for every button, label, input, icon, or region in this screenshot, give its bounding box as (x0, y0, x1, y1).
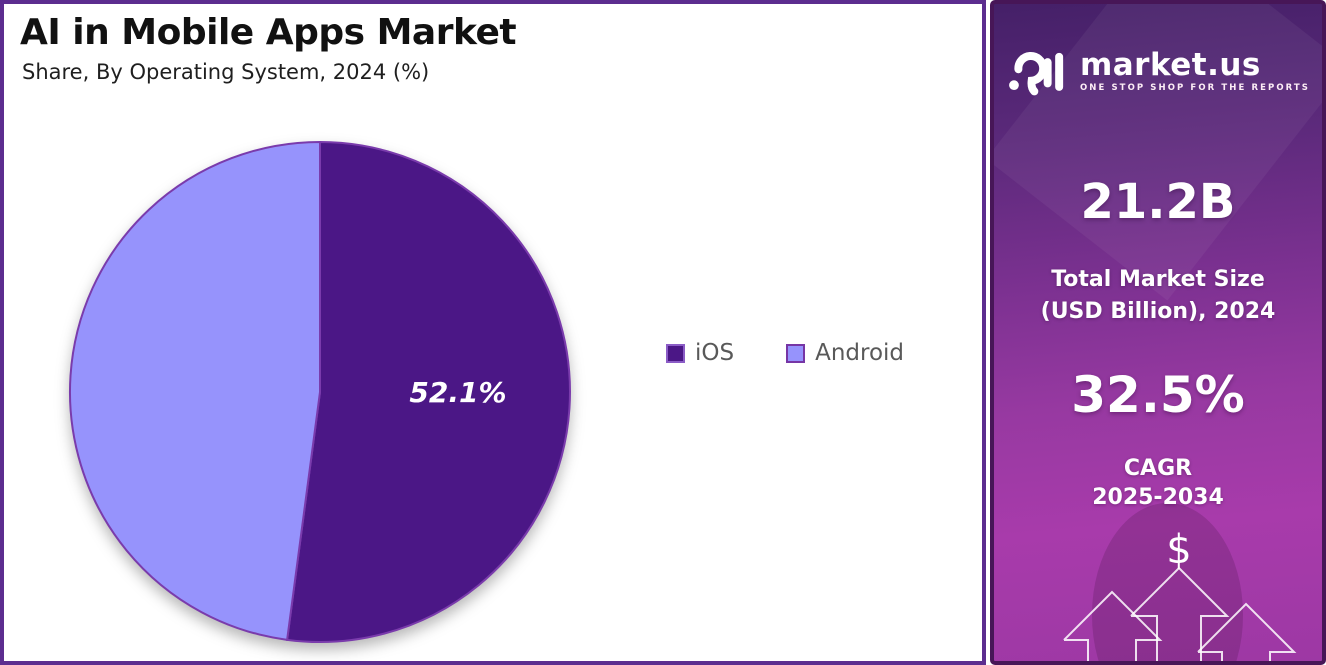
growth-arrows-art: $ (1063, 527, 1297, 661)
pie-slices (69, 140, 571, 643)
brand-sidebar: market.us ONE STOP SHOP FOR THE REPORTS … (990, 0, 1326, 665)
legend-label-android: Android (815, 340, 905, 366)
logo-texts: market.us ONE STOP SHOP FOR THE REPORTS (1080, 49, 1310, 93)
legend-item-ios: iOS (666, 340, 734, 366)
pie-chart: 52.1% (60, 132, 580, 652)
market-size-value: 21.2B (1080, 174, 1236, 230)
cagr-value: 32.5% (1071, 366, 1245, 424)
market-us-logo-icon (1009, 52, 1064, 96)
up-arrow-icon (1197, 602, 1297, 661)
legend-label-ios: iOS (695, 340, 735, 366)
chart-panel: AI in Mobile Apps Market Share, By Opera… (0, 0, 986, 665)
logo-wordmark: market.us (1079, 47, 1261, 83)
brand-logo: market.us ONE STOP SHOP FOR THE REPORTS (994, 42, 1322, 100)
legend-item-android: Android (786, 340, 904, 366)
pie-slice-android (69, 140, 321, 641)
up-arrow-icon (1063, 590, 1163, 661)
pie-legend: iOS Android (666, 340, 904, 366)
logo-dot (1009, 80, 1019, 91)
cagr-label-line2: 2025-2034 (1092, 485, 1224, 510)
cagr-label-line1: CAGR (1123, 456, 1193, 481)
pie-slice-data-label: 52.1% (409, 376, 506, 409)
pie-chart-svg: 52.1% (69, 140, 571, 643)
pie-slice-ios (285, 140, 571, 643)
market-size-label: Total Market Size (USD Billion), 2024 (994, 264, 1322, 328)
sidebar-content: market.us ONE STOP SHOP FOR THE REPORTS … (994, 4, 1322, 661)
cagr-label: CAGR 2025-2034 (994, 454, 1322, 512)
up-arrow-icon (1130, 566, 1230, 661)
legend-swatch-android (786, 343, 806, 363)
chart-title: AI in Mobile Apps Market (20, 12, 517, 53)
legend-swatch-ios (666, 343, 685, 363)
market-size-label-line2: (USD Billion), 2024 (1040, 299, 1276, 324)
chart-subtitle: Share, By Operating System, 2024 (%) (22, 60, 430, 84)
market-size-label-line1: Total Market Size (1051, 267, 1265, 292)
dollar-sign-icon: $ (1166, 527, 1191, 573)
logo-tagline: ONE STOP SHOP FOR THE REPORTS (1079, 83, 1311, 93)
